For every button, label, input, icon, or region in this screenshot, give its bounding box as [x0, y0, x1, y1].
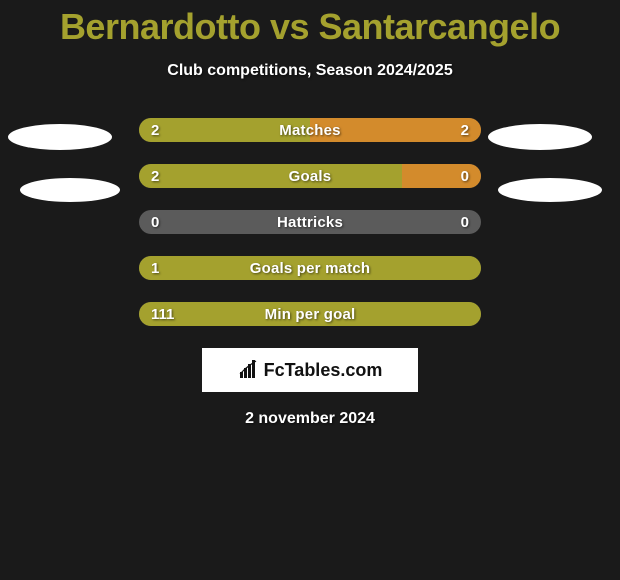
- logo-text: FcTables.com: [238, 360, 383, 381]
- stat-label: Matches: [139, 118, 481, 142]
- right-value: 0: [461, 210, 469, 234]
- left-value: 111: [151, 302, 174, 326]
- stat-label: Goals per match: [139, 256, 481, 280]
- stat-label: Min per goal: [139, 302, 481, 326]
- left-value: 1: [151, 256, 159, 280]
- source-logo: FcTables.com: [202, 348, 418, 392]
- stat-row: Min per goal111: [139, 302, 481, 326]
- bar-chart-icon: [238, 360, 260, 380]
- subtitle: Club competitions, Season 2024/2025: [0, 62, 620, 80]
- stat-row: Goals per match1: [139, 256, 481, 280]
- left-value: 0: [151, 210, 159, 234]
- right-value: 0: [461, 164, 469, 188]
- logo-label: FcTables.com: [264, 360, 383, 381]
- stat-row: Matches2 2: [139, 118, 481, 142]
- stat-row: Goals2 0: [139, 164, 481, 188]
- right-value: 2: [461, 118, 469, 142]
- stat-label: Hattricks: [139, 210, 481, 234]
- left-value: 2: [151, 164, 159, 188]
- comparison-chart: Matches22Goals20Hattricks00Goals per mat…: [0, 118, 620, 326]
- stat-label: Goals: [139, 164, 481, 188]
- date-line: 2 november 2024: [0, 410, 620, 428]
- stats-card: Bernardotto vs Santarcangelo Club compet…: [0, 0, 620, 580]
- left-value: 2: [151, 118, 159, 142]
- page-title: Bernardotto vs Santarcangelo: [0, 0, 620, 48]
- stat-row: Hattricks0 0: [139, 210, 481, 234]
